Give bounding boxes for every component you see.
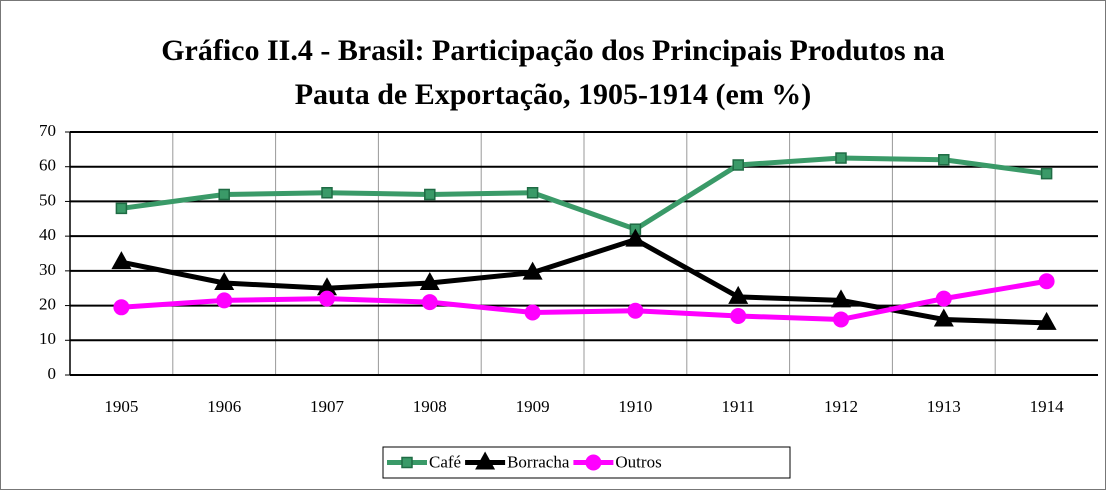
- x-tick-label: 1906: [207, 397, 241, 416]
- y-tick-label: 10: [39, 329, 56, 348]
- data-point: [831, 289, 851, 308]
- data-point: [728, 285, 749, 304]
- legend-marker: [585, 454, 602, 471]
- data-point: [321, 187, 333, 199]
- x-tick-label: 1913: [927, 397, 961, 416]
- y-tick-label: 40: [39, 225, 56, 244]
- y-tick-label: 70: [39, 121, 56, 140]
- y-tick-label: 60: [39, 156, 56, 175]
- data-point: [835, 152, 847, 164]
- y-tick-label: 20: [39, 294, 56, 313]
- legend-label: Outros: [615, 452, 661, 471]
- data-point: [933, 308, 954, 327]
- x-tick-label: 1910: [618, 397, 652, 416]
- data-point: [115, 202, 128, 215]
- x-tick-label: 1911: [722, 397, 755, 416]
- data-point: [522, 261, 543, 280]
- data-point: [1040, 167, 1053, 180]
- chart-title: Gráfico II.4 - Brasil: Participação dos …: [161, 34, 945, 67]
- data-point: [424, 188, 436, 201]
- x-tick-label: 1912: [824, 397, 858, 416]
- data-point: [627, 302, 644, 319]
- data-point: [317, 277, 337, 296]
- data-point: [216, 292, 233, 309]
- data-point: [218, 188, 230, 201]
- series-line: [121, 155, 1047, 232]
- data-point: [625, 228, 646, 247]
- data-point: [1036, 311, 1057, 330]
- data-point: [111, 251, 132, 270]
- data-point: [935, 290, 952, 307]
- legend-marker: [475, 451, 496, 470]
- data-point: [214, 272, 235, 291]
- data-point: [524, 304, 541, 321]
- chart-title: Pauta de Exportação, 1905-1914 (em %): [295, 78, 812, 111]
- data-point: [113, 299, 130, 316]
- series-line: [121, 278, 1048, 322]
- x-tick-label: 1909: [516, 397, 550, 416]
- data-point: [833, 311, 849, 328]
- data-point: [1038, 273, 1055, 290]
- x-tick-label: 1908: [413, 397, 447, 416]
- x-tick-label: 1907: [310, 397, 345, 416]
- legend-label: Borracha: [507, 452, 570, 471]
- y-tick-label: 0: [48, 364, 57, 383]
- y-tick-label: 50: [39, 190, 56, 209]
- data-point: [526, 187, 539, 199]
- data-point: [319, 290, 335, 307]
- data-point: [730, 307, 747, 324]
- data-point: [421, 294, 438, 311]
- data-point: [938, 154, 950, 166]
- y-tick-label: 30: [39, 260, 56, 279]
- legend-marker: [401, 456, 413, 469]
- x-tick-label: 1905: [104, 397, 138, 416]
- data-point: [732, 159, 744, 171]
- x-tick-label: 1914: [1030, 397, 1065, 416]
- data-point: [419, 272, 440, 291]
- legend-label: Café: [429, 452, 461, 471]
